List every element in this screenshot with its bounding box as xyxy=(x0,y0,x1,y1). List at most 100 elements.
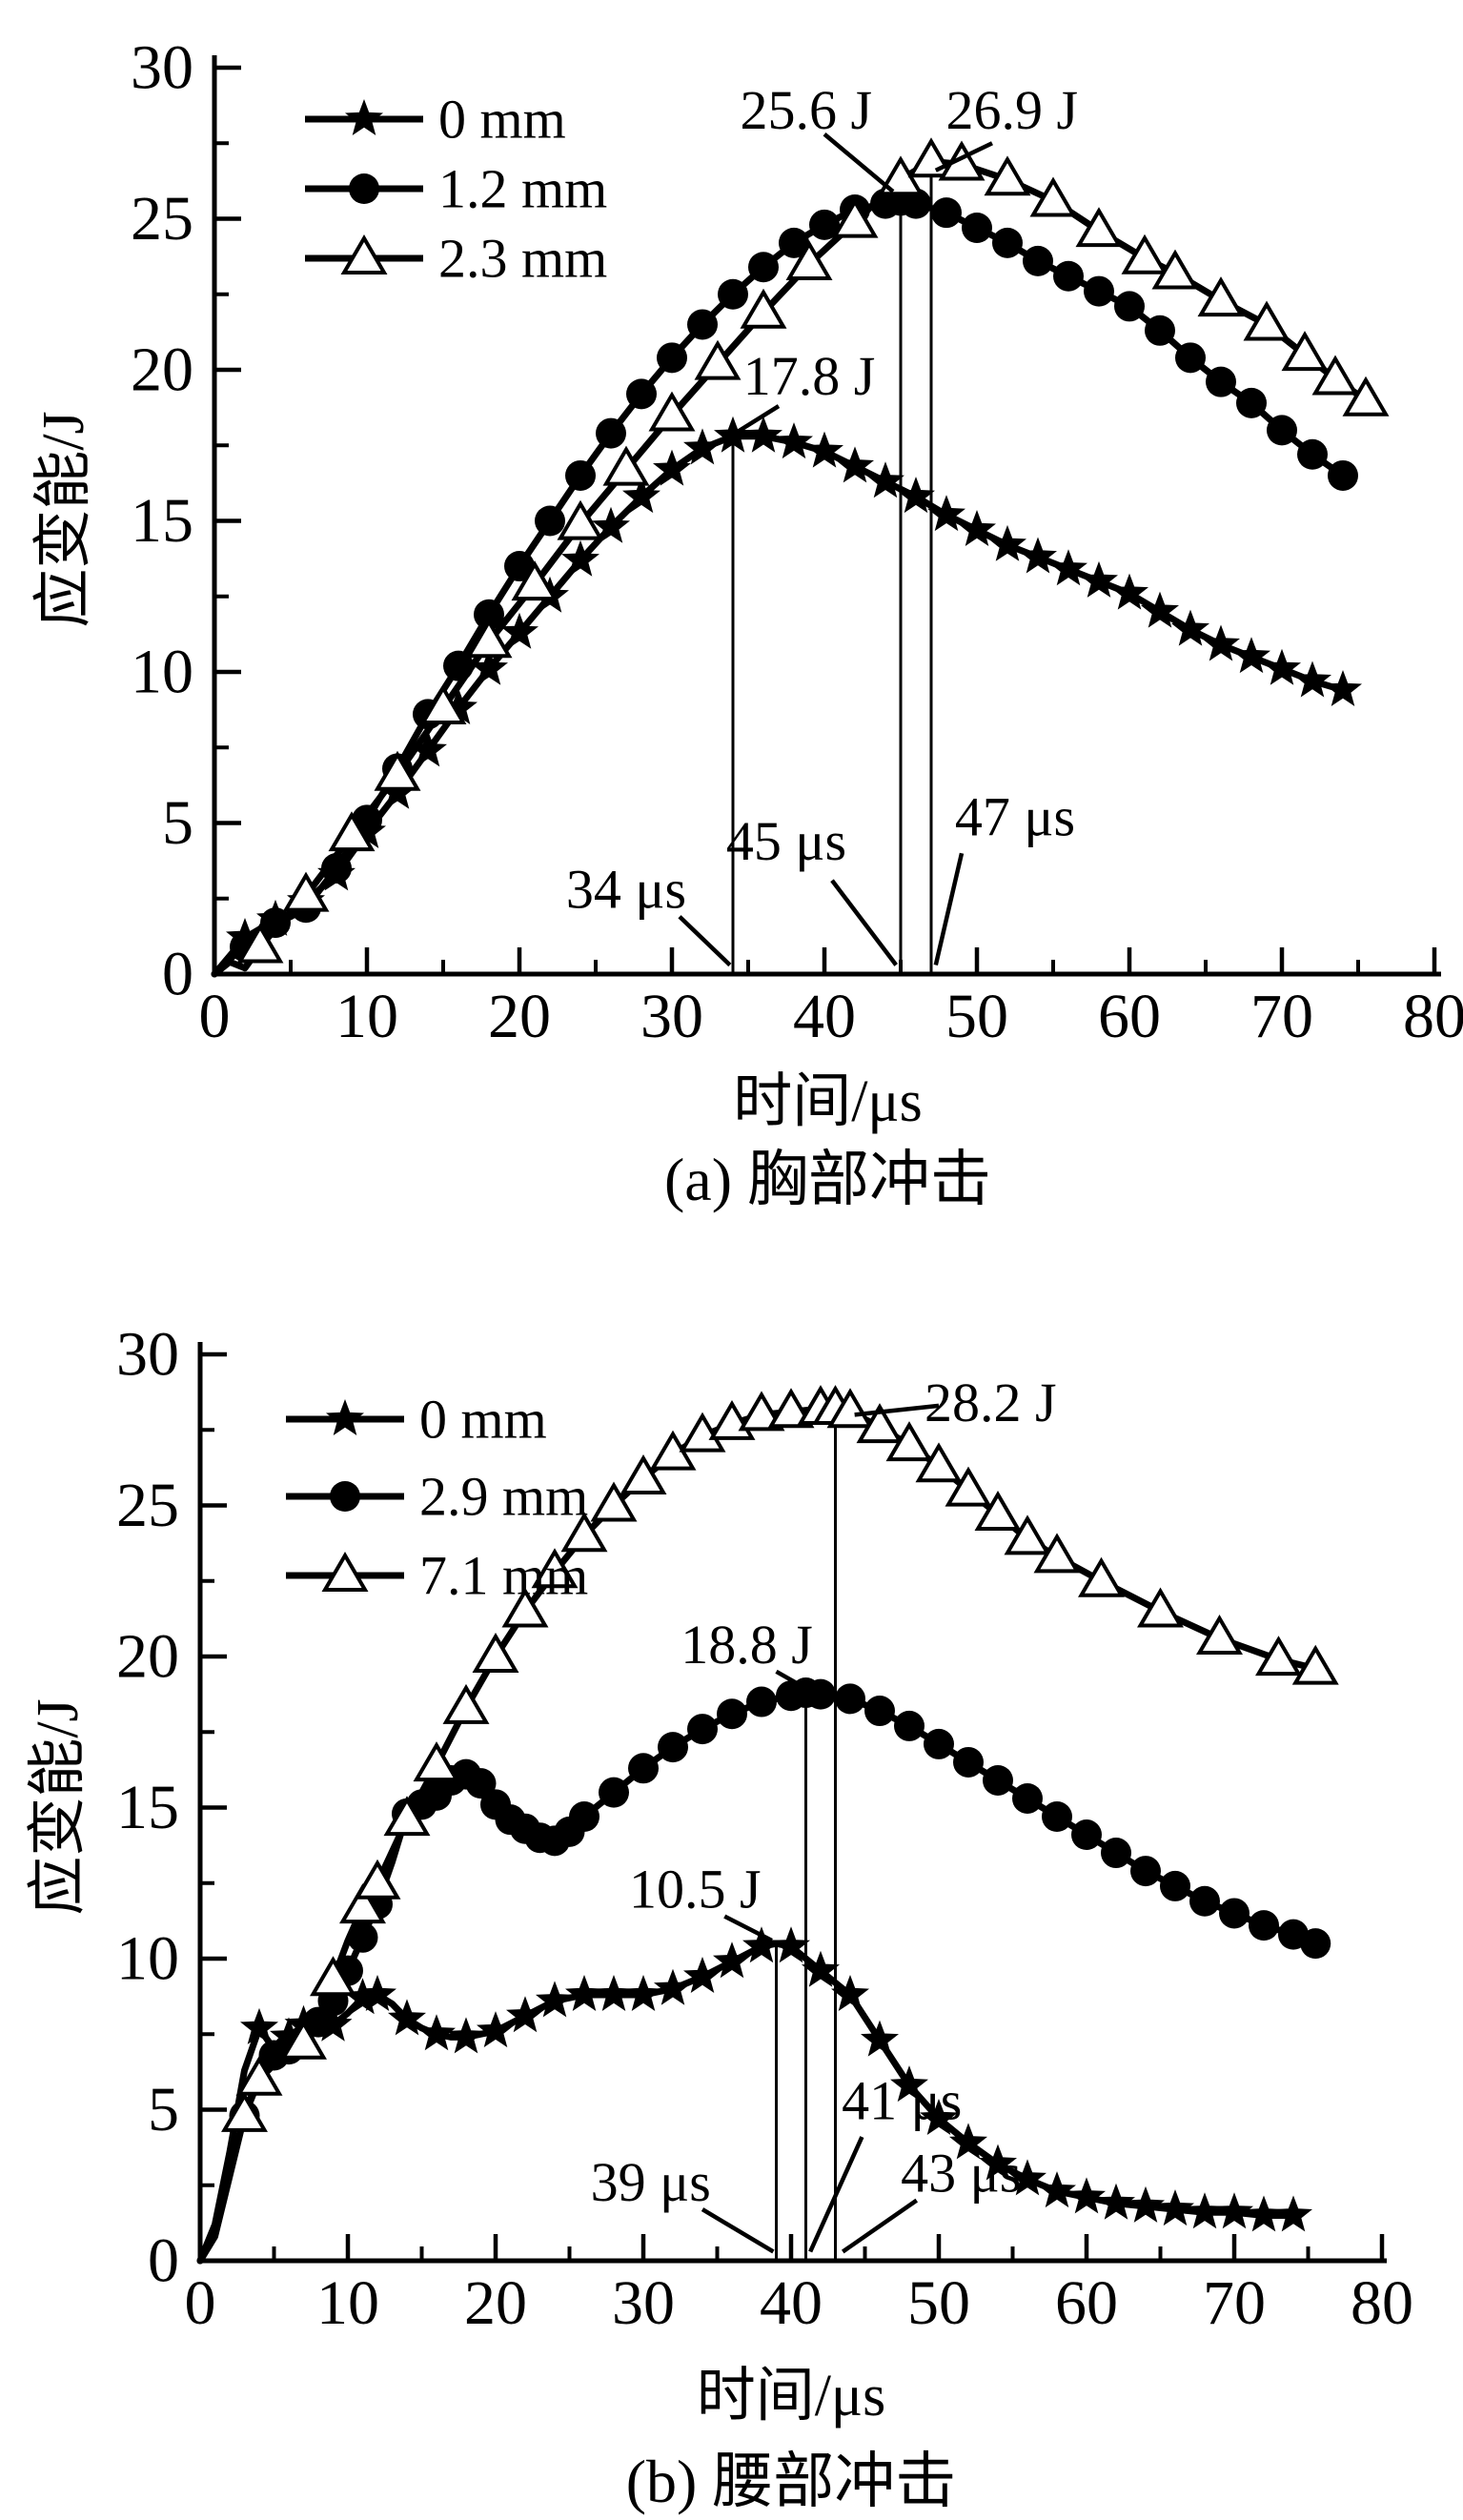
circle-marker xyxy=(864,1696,895,1727)
star-marker xyxy=(447,2017,485,2054)
star-marker xyxy=(388,1999,426,2036)
y-tick-label: 30 xyxy=(116,1320,179,1390)
x-tick-label: 10 xyxy=(316,2268,379,2338)
star-marker xyxy=(653,449,691,486)
circle-marker xyxy=(953,1746,984,1778)
legend-label: 1.2 mm xyxy=(438,158,607,220)
annotation-label: 47 μs xyxy=(955,786,1075,848)
circle-marker xyxy=(1249,1910,1279,1941)
y-tick-label: 30 xyxy=(131,33,193,103)
star-marker xyxy=(1171,609,1209,646)
star-marker xyxy=(836,446,874,483)
star-marker xyxy=(683,428,721,465)
star-marker xyxy=(1141,591,1179,628)
annotation-leader xyxy=(775,1669,804,1689)
y-axis-ticks: 0 5 10 15 20 25 30 xyxy=(116,1320,227,2296)
circle-marker xyxy=(1084,275,1114,307)
triangle-marker xyxy=(501,1587,549,1628)
annotations: 10.5 J 18.8 J 28.2 J 39 μs 41 μs 43 μs xyxy=(591,1372,1057,2254)
legend: 0 mm 1.2 mm 2.3 mm xyxy=(305,89,607,290)
series-2-9-mm xyxy=(196,1677,1331,2265)
peak-reference-lines xyxy=(775,1409,837,2259)
triangle-marker xyxy=(235,2055,283,2096)
triangle-marker xyxy=(531,1548,579,1589)
circle-marker xyxy=(1160,1870,1190,1901)
triangle-marker xyxy=(1029,176,1077,217)
triangle-marker xyxy=(282,871,330,912)
x-tick-label: 0 xyxy=(199,982,231,1051)
triangle-marker xyxy=(602,445,650,486)
x-tick-label: 50 xyxy=(907,2268,970,2338)
x-tick-label: 40 xyxy=(760,2268,823,2338)
triangle-marker xyxy=(785,240,833,281)
legend-label: 0 mm xyxy=(438,89,566,151)
star-marker xyxy=(802,1950,840,1987)
triangle-marker xyxy=(236,923,284,964)
annotation-label: 39 μs xyxy=(591,2151,711,2213)
triangle-marker xyxy=(1243,300,1290,341)
annotation-leader xyxy=(934,141,993,173)
series-2-9-mm-line xyxy=(196,1689,1319,2265)
star-marker xyxy=(1274,2195,1312,2232)
y-tick-label: 20 xyxy=(131,335,193,405)
y-tick-label: 25 xyxy=(116,1471,179,1540)
star-marker xyxy=(1293,660,1331,698)
legend-label: 0 mm xyxy=(419,1389,547,1451)
annotation-label: 41 μs xyxy=(842,2069,962,2131)
circle-marker xyxy=(805,1678,836,1710)
y-tick-label: 5 xyxy=(162,788,193,858)
y-tick-label: 20 xyxy=(116,1622,179,1692)
star-marker xyxy=(1038,2171,1076,2208)
triangle-marker xyxy=(383,1796,431,1837)
triangle-marker xyxy=(974,1491,1022,1532)
annotation-leader xyxy=(736,404,781,434)
triangle-marker xyxy=(885,1421,933,1462)
star-marker xyxy=(897,477,935,514)
triangle-marker xyxy=(442,1683,490,1724)
annotation-label: 18.8 J xyxy=(681,1614,813,1676)
x-tick-label: 30 xyxy=(612,2268,675,2338)
circle-marker xyxy=(931,197,962,229)
circle-marker xyxy=(1189,1885,1220,1917)
star-marker xyxy=(417,2014,456,2051)
series-0-mm xyxy=(196,1926,1312,2265)
triangle-marker xyxy=(339,1883,386,1924)
legend-star-marker xyxy=(345,99,383,135)
triangle-marker xyxy=(1151,249,1199,290)
circle-marker xyxy=(983,1764,1013,1796)
legend-label: 7.1 mm xyxy=(419,1545,588,1607)
annotation-label: 43 μs xyxy=(901,2143,1021,2205)
star-marker xyxy=(561,539,599,577)
legend-triangle-marker xyxy=(340,234,388,274)
y-tick-label: 10 xyxy=(116,1924,179,1994)
x-tick-label: 70 xyxy=(1203,2268,1266,2338)
triangle-marker xyxy=(620,1454,667,1494)
triangle-marker xyxy=(1196,1615,1243,1655)
y-tick-label: 0 xyxy=(148,2226,179,2296)
triangle-marker xyxy=(310,1956,356,1997)
circle-marker xyxy=(992,227,1023,258)
legend-circle-marker xyxy=(349,173,379,204)
triangle-marker xyxy=(1281,331,1329,372)
x-tick-label: 60 xyxy=(1055,2268,1118,2338)
star-marker xyxy=(1008,2159,1046,2196)
triangle-marker xyxy=(856,1403,904,1444)
circle-marker xyxy=(748,252,779,283)
circle-marker xyxy=(1328,459,1358,491)
circle-marker xyxy=(1114,291,1145,322)
star-marker xyxy=(775,422,813,459)
star-marker xyxy=(1202,624,1240,661)
circle-marker xyxy=(717,1698,747,1730)
circle-marker xyxy=(535,505,565,537)
circle-marker xyxy=(746,1686,777,1717)
circle-marker xyxy=(1206,366,1236,397)
star-marker xyxy=(1156,2189,1194,2226)
star-marker xyxy=(920,2099,958,2135)
triangle-marker xyxy=(465,618,513,659)
peak-reference-lines xyxy=(731,161,933,972)
circle-marker xyxy=(924,1728,954,1759)
x-tick-label: 80 xyxy=(1351,2268,1413,2338)
triangle-marker xyxy=(1004,1514,1051,1555)
triangle-marker xyxy=(679,1412,726,1453)
annotations: 17.8 J 25.6 J 26.9 J 34 μs 45 μs 47 μs xyxy=(566,79,1078,967)
